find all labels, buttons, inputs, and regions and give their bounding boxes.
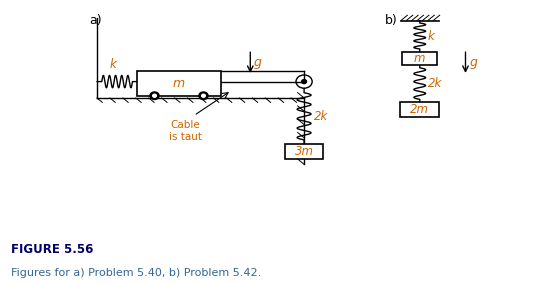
Text: k: k bbox=[110, 59, 116, 71]
Circle shape bbox=[201, 94, 205, 97]
Text: 2m: 2m bbox=[410, 103, 429, 116]
Circle shape bbox=[301, 80, 306, 83]
Bar bbox=[402, 51, 437, 65]
Text: g: g bbox=[469, 56, 477, 69]
Text: 2k: 2k bbox=[314, 110, 328, 123]
Text: 2k: 2k bbox=[428, 77, 442, 90]
Text: Figures for a) Problem 5.40, b) Problem 5.42.: Figures for a) Problem 5.40, b) Problem … bbox=[11, 268, 261, 278]
Bar bbox=[137, 71, 221, 96]
Text: b): b) bbox=[385, 14, 397, 27]
Circle shape bbox=[199, 92, 208, 99]
Text: k: k bbox=[428, 30, 435, 43]
Text: m: m bbox=[414, 52, 425, 65]
Text: FIGURE 5.56: FIGURE 5.56 bbox=[11, 243, 93, 256]
Text: m: m bbox=[173, 77, 185, 90]
Text: 3m: 3m bbox=[295, 145, 313, 158]
Circle shape bbox=[153, 94, 156, 97]
Text: g: g bbox=[254, 56, 262, 69]
Bar bbox=[400, 102, 439, 116]
Text: a): a) bbox=[89, 14, 102, 27]
Circle shape bbox=[150, 92, 159, 99]
Bar bbox=[285, 144, 323, 158]
Text: Cable
is taut: Cable is taut bbox=[169, 120, 202, 142]
